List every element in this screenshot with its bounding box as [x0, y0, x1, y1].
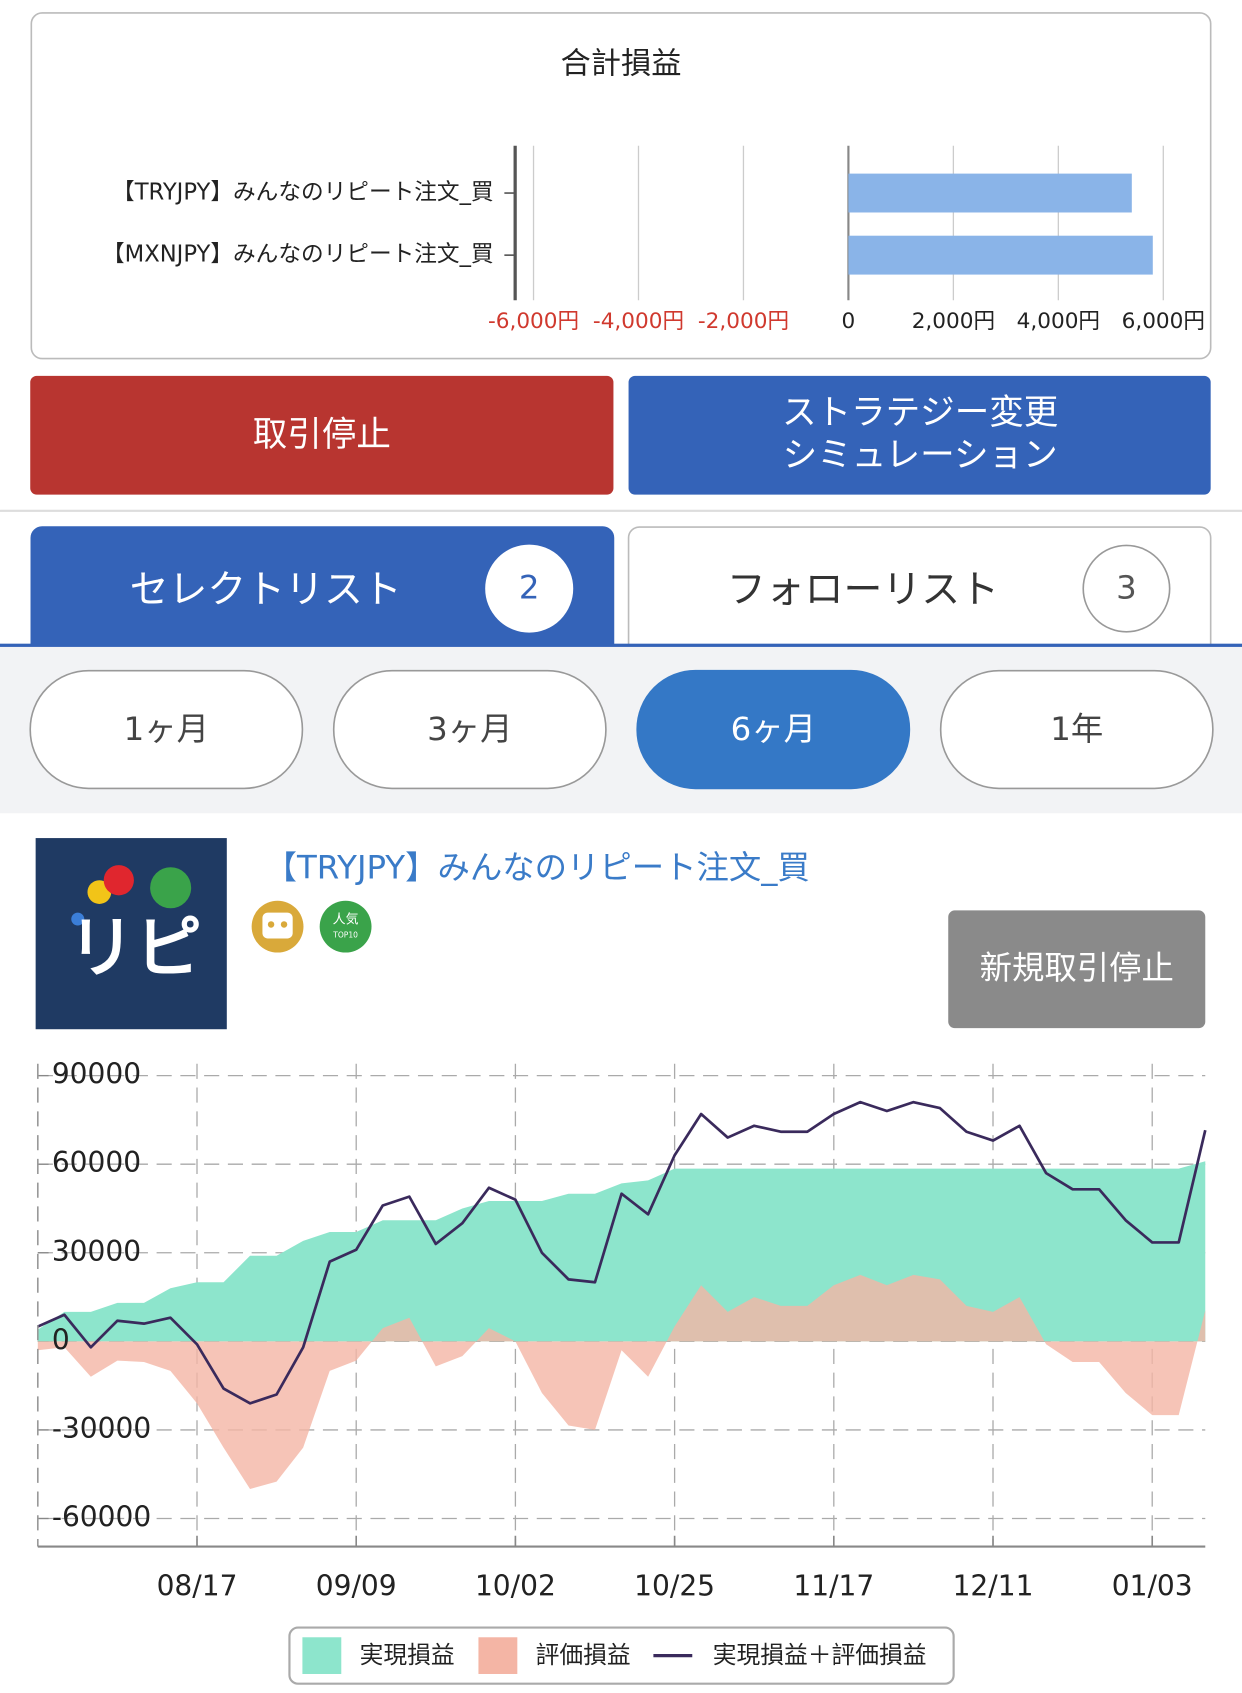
legend-box: [288, 1626, 955, 1685]
tab-count-badge: [1082, 544, 1171, 633]
tab-count-badge: [485, 544, 574, 633]
logo-dot: [150, 867, 192, 909]
legend-swatch: [478, 1637, 518, 1674]
y-tick-label: 30000: [52, 1235, 141, 1268]
tab-underline: [0, 643, 1242, 647]
legend-label: 評価損益: [536, 1641, 631, 1669]
logo-dot: [71, 912, 85, 926]
simulation-button[interactable]: [628, 375, 1211, 495]
badge-text: TOP10: [332, 930, 358, 939]
x-tick-label: 2,000円: [912, 309, 995, 334]
period-label: 1年: [1050, 710, 1103, 748]
legend-swatch: [302, 1637, 342, 1674]
period-label: 1ヶ月: [124, 710, 209, 748]
x-tick-label: 0: [842, 309, 856, 334]
tab[interactable]: [627, 526, 1212, 646]
x-tick-label: 6,000円: [1122, 309, 1205, 334]
robot-eye: [280, 921, 288, 928]
simulation-label: ストラテジー変更: [782, 393, 1058, 433]
bar: [848, 173, 1132, 213]
badge-text: 人気: [333, 912, 359, 928]
logo: [35, 838, 227, 1030]
popular-badge: [319, 900, 372, 953]
y-tick-label: -30000: [52, 1412, 151, 1445]
y-tick-label: 0: [52, 1323, 70, 1356]
tab-label: セレクトリスト: [130, 567, 402, 612]
x-tick-label: -6,000円: [488, 309, 579, 334]
x-tick-label: 09/09: [316, 1570, 397, 1603]
x-tick-label: 10/25: [634, 1570, 715, 1603]
divider: [0, 509, 1242, 512]
tab-count: 3: [1116, 569, 1137, 607]
x-tick-label: 4,000円: [1017, 309, 1100, 334]
period-pill[interactable]: [29, 669, 304, 790]
new-trade-stop-button[interactable]: [948, 910, 1206, 1029]
period-label: 6ヶ月: [731, 710, 816, 748]
logo-text: リピ: [68, 909, 202, 987]
new-trade-stop-label: 新規取引停止: [980, 949, 1174, 987]
period-pill[interactable]: [939, 669, 1214, 790]
strategy-title[interactable]: 【TRYJPY】みんなのリピート注文_買: [265, 848, 810, 886]
area: [37, 1161, 1206, 1342]
y-tick-label: 【MXNJPY】みんなのリピート注文_買: [102, 242, 494, 268]
period-label: 3ヶ月: [427, 710, 512, 748]
x-tick-label: 11/17: [793, 1570, 874, 1603]
robot-icon: [262, 912, 293, 939]
area: [37, 1274, 1206, 1489]
chart-title: 合計損益: [561, 46, 682, 81]
period-pill[interactable]: [636, 669, 911, 790]
x-tick-label: 10/02: [475, 1570, 556, 1603]
line: [37, 1100, 1207, 1405]
y-tick-label: 【TRYJPY】みんなのリピート注文_買: [112, 180, 494, 206]
bar: [848, 235, 1153, 275]
simulation-label: シミュレーション: [783, 435, 1058, 475]
x-tick-label: 01/03: [1112, 1570, 1193, 1603]
x-tick-label: 12/11: [953, 1570, 1034, 1603]
tab-count: 2: [519, 569, 540, 607]
stop-label: 取引停止: [253, 415, 391, 455]
x-tick-label: 08/17: [157, 1570, 238, 1603]
x-tick-label: -4,000円: [593, 309, 684, 334]
legend-label: 実現損益＋評価損益: [713, 1641, 927, 1669]
y-tick-label: -60000: [52, 1501, 151, 1534]
logo-dot: [103, 865, 134, 896]
period-pill[interactable]: [332, 669, 607, 790]
legend-label: 実現損益: [360, 1641, 455, 1669]
tab-label: フォローリスト: [727, 567, 999, 612]
x-tick-label: -2,000円: [698, 309, 789, 334]
y-tick-label: 90000: [52, 1058, 141, 1091]
robot-eye: [267, 921, 275, 928]
tab[interactable]: [30, 526, 615, 646]
y-tick-label: 60000: [52, 1146, 141, 1179]
stop-button[interactable]: [30, 375, 614, 495]
